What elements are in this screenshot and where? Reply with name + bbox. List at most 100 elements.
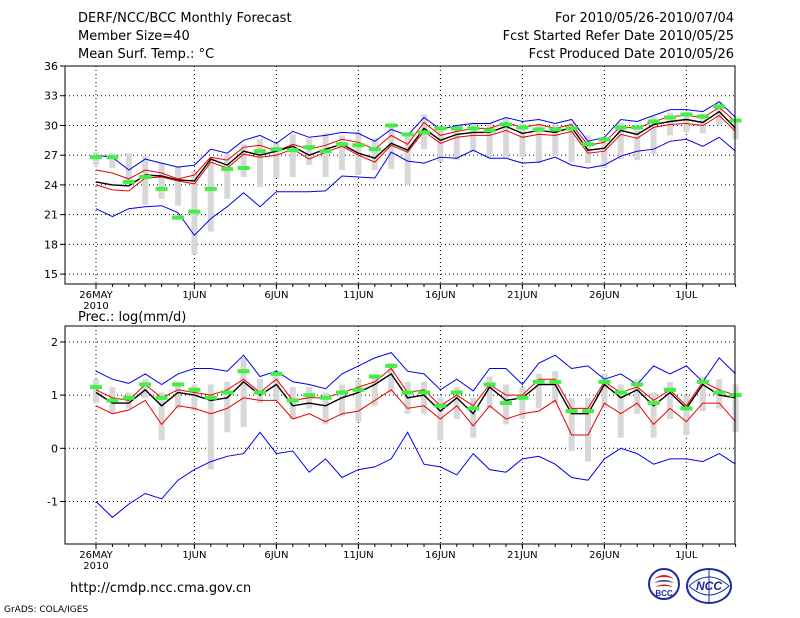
- x-tick-label: 16JUN: [425, 290, 455, 301]
- source-url[interactable]: http://cmdp.ncc.cma.gov.cn: [70, 581, 252, 596]
- ensemble-box: [306, 138, 313, 166]
- obs-marker: [664, 115, 676, 120]
- ensemble-box: [486, 123, 493, 158]
- bcc-logo: BCC: [648, 568, 680, 600]
- y-tick-label: 1: [51, 389, 58, 402]
- ensemble-box: [683, 395, 690, 435]
- obs-marker: [434, 403, 447, 408]
- obs-marker: [172, 215, 184, 220]
- ensemble-box: [339, 135, 345, 171]
- ensemble-box: [240, 357, 247, 428]
- ensemble-box: [371, 138, 378, 171]
- obs-marker: [106, 398, 119, 403]
- ensemble-box: [142, 379, 149, 398]
- x-tick-label: 16JUN: [425, 550, 455, 561]
- ensemble-box: [699, 376, 706, 412]
- ensemble-box: [109, 153, 116, 169]
- y-tick-label: 24: [44, 179, 58, 192]
- obs-marker: [336, 142, 348, 147]
- y-tick-label: 27: [44, 149, 58, 162]
- x-tick-label: 26JUN: [589, 290, 619, 301]
- x-tick-label: 6JUN: [264, 290, 288, 301]
- obs-marker: [221, 167, 234, 172]
- forecast-produced: Fcst Produced Date 2010/05/26: [528, 47, 734, 62]
- y-tick-label: 33: [44, 90, 58, 103]
- series-line-min: [95, 136, 736, 237]
- obs-marker: [336, 390, 348, 395]
- obs-marker: [647, 119, 660, 124]
- obs-marker: [90, 385, 102, 390]
- ensemble-box: [207, 384, 214, 470]
- ensemble-box: [158, 163, 165, 199]
- ensemble-box: [224, 381, 231, 433]
- obs-marker: [532, 379, 545, 384]
- obs-marker: [418, 130, 430, 135]
- bcc-logo-text: BCC: [655, 589, 673, 598]
- obs-marker: [155, 395, 168, 400]
- obs-marker: [680, 112, 693, 117]
- obs-marker: [483, 382, 496, 387]
- obs-marker: [450, 390, 463, 395]
- obs-marker: [598, 137, 611, 142]
- obs-marker: [532, 127, 545, 132]
- chart-title: DERF/NCC/BCC Monthly Forecast: [78, 11, 292, 26]
- forecast-period: For 2010/05/26-2010/07/04: [555, 11, 734, 26]
- obs-marker: [614, 390, 627, 395]
- obs-marker: [516, 125, 529, 130]
- obs-marker: [467, 406, 480, 411]
- obs-marker: [401, 132, 414, 137]
- x-tick-label: 11JUN: [343, 550, 373, 561]
- plot-frame: [64, 325, 736, 545]
- ensemble-box: [568, 397, 575, 451]
- ensemble-box: [273, 143, 280, 178]
- obs-marker: [565, 409, 578, 414]
- x-tick-label: 1JUN: [182, 550, 206, 561]
- obs-marker: [696, 114, 709, 119]
- ensemble-box: [142, 156, 149, 205]
- plot-frame: [64, 65, 736, 285]
- obs-marker: [319, 395, 332, 400]
- ensemble-box: [175, 381, 181, 409]
- obs-marker: [483, 128, 496, 133]
- obs-marker: [598, 379, 611, 384]
- obs-marker: [139, 174, 152, 179]
- obs-marker: [713, 104, 726, 109]
- obs-marker: [352, 387, 365, 392]
- ensemble-box: [421, 381, 427, 414]
- obs-marker: [631, 382, 644, 387]
- obs-marker: [418, 390, 430, 395]
- x-tick-label: 26MAY: [79, 550, 113, 561]
- obs-marker: [385, 363, 398, 368]
- ensemble-box: [371, 373, 378, 406]
- obs-marker: [565, 126, 578, 131]
- y-tick-label: -1: [47, 495, 58, 508]
- obs-marker: [614, 125, 627, 130]
- obs-marker: [729, 393, 742, 398]
- ensemble-box: [617, 384, 624, 438]
- ensemble-box: [240, 144, 247, 177]
- obs-marker: [647, 401, 660, 406]
- obs-marker: [122, 395, 135, 400]
- x-tick-label: 21JUN: [507, 290, 537, 301]
- obs-marker: [450, 126, 463, 131]
- ensemble-box: [568, 122, 575, 163]
- ensemble-box: [453, 387, 460, 420]
- obs-marker: [188, 387, 201, 392]
- ensemble-box: [191, 384, 198, 412]
- ensemble-box: [470, 122, 477, 153]
- obs-marker: [155, 186, 168, 191]
- obs-marker: [549, 127, 562, 132]
- ensemble-box: [175, 166, 181, 206]
- ensemble-box: [732, 118, 739, 140]
- ensemble-box: [699, 113, 706, 134]
- obs-marker: [696, 379, 709, 384]
- series-line-mean: [95, 372, 736, 415]
- obs-marker: [303, 145, 316, 150]
- member-size: Member Size=40: [78, 29, 190, 44]
- panel-title: Prec.: log(mm/d): [78, 310, 186, 325]
- ensemble-box: [224, 154, 231, 199]
- ensemble-box: [404, 133, 411, 185]
- obs-marker: [385, 123, 398, 128]
